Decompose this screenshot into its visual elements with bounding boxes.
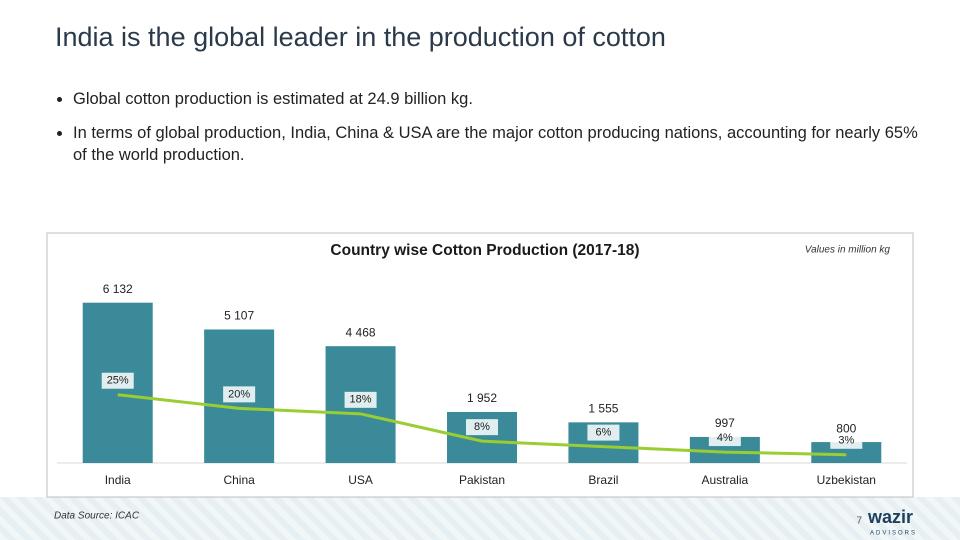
x-tick-label: Australia <box>702 473 749 487</box>
bar <box>811 442 882 463</box>
chart-frame <box>46 232 914 498</box>
bar-value-label: 4 468 <box>346 325 376 339</box>
x-tick-label: Brazil <box>588 473 618 487</box>
logo-tagline: ADVISORS <box>870 531 917 537</box>
chart-note: Values in million kg <box>805 245 891 256</box>
bar-value-label: 6 132 <box>103 282 133 296</box>
share-label-box <box>830 432 863 449</box>
share-label: 4% <box>717 432 733 444</box>
bullet: In terms of global production, India, Ch… <box>73 122 933 166</box>
x-tick-label: Pakistan <box>459 473 505 487</box>
x-tick-label: USA <box>348 473 373 487</box>
bullet-list: Global cotton production is estimated at… <box>55 88 933 178</box>
share-label-box <box>587 424 620 441</box>
share-label: 20% <box>228 388 250 400</box>
page-number: 7 <box>856 516 862 527</box>
logo: wazir <box>867 507 913 527</box>
bar-value-label: 1 952 <box>467 391 497 405</box>
share-label: 25% <box>107 375 129 387</box>
share-label: 18% <box>350 394 372 406</box>
chart-title: Country wise Cotton Production (2017-18) <box>330 242 639 259</box>
slide-title: India is the global leader in the produc… <box>55 22 666 52</box>
share-label-box <box>223 386 256 403</box>
bar-value-label: 5 107 <box>224 309 254 323</box>
bullet: Global cotton production is estimated at… <box>73 88 933 110</box>
share-label: 3% <box>838 435 854 447</box>
share-label-box <box>101 372 134 389</box>
share-label: 8% <box>474 421 490 433</box>
share-label-box <box>708 430 741 447</box>
share-label-box <box>466 419 498 436</box>
x-tick-label: China <box>223 473 255 487</box>
share-label: 6% <box>595 427 611 439</box>
bar-value-label: 800 <box>836 421 856 435</box>
x-tick-label: India <box>105 473 131 487</box>
share-line <box>117 393 847 457</box>
x-tick-label: Uzbekistan <box>817 473 876 487</box>
bar-value-label: 1 555 <box>588 402 618 416</box>
footer-pattern <box>0 497 960 540</box>
bar-value-label: 997 <box>715 416 735 430</box>
share-label-box <box>344 391 377 408</box>
source-note: Data Source: ICAC <box>54 511 140 522</box>
